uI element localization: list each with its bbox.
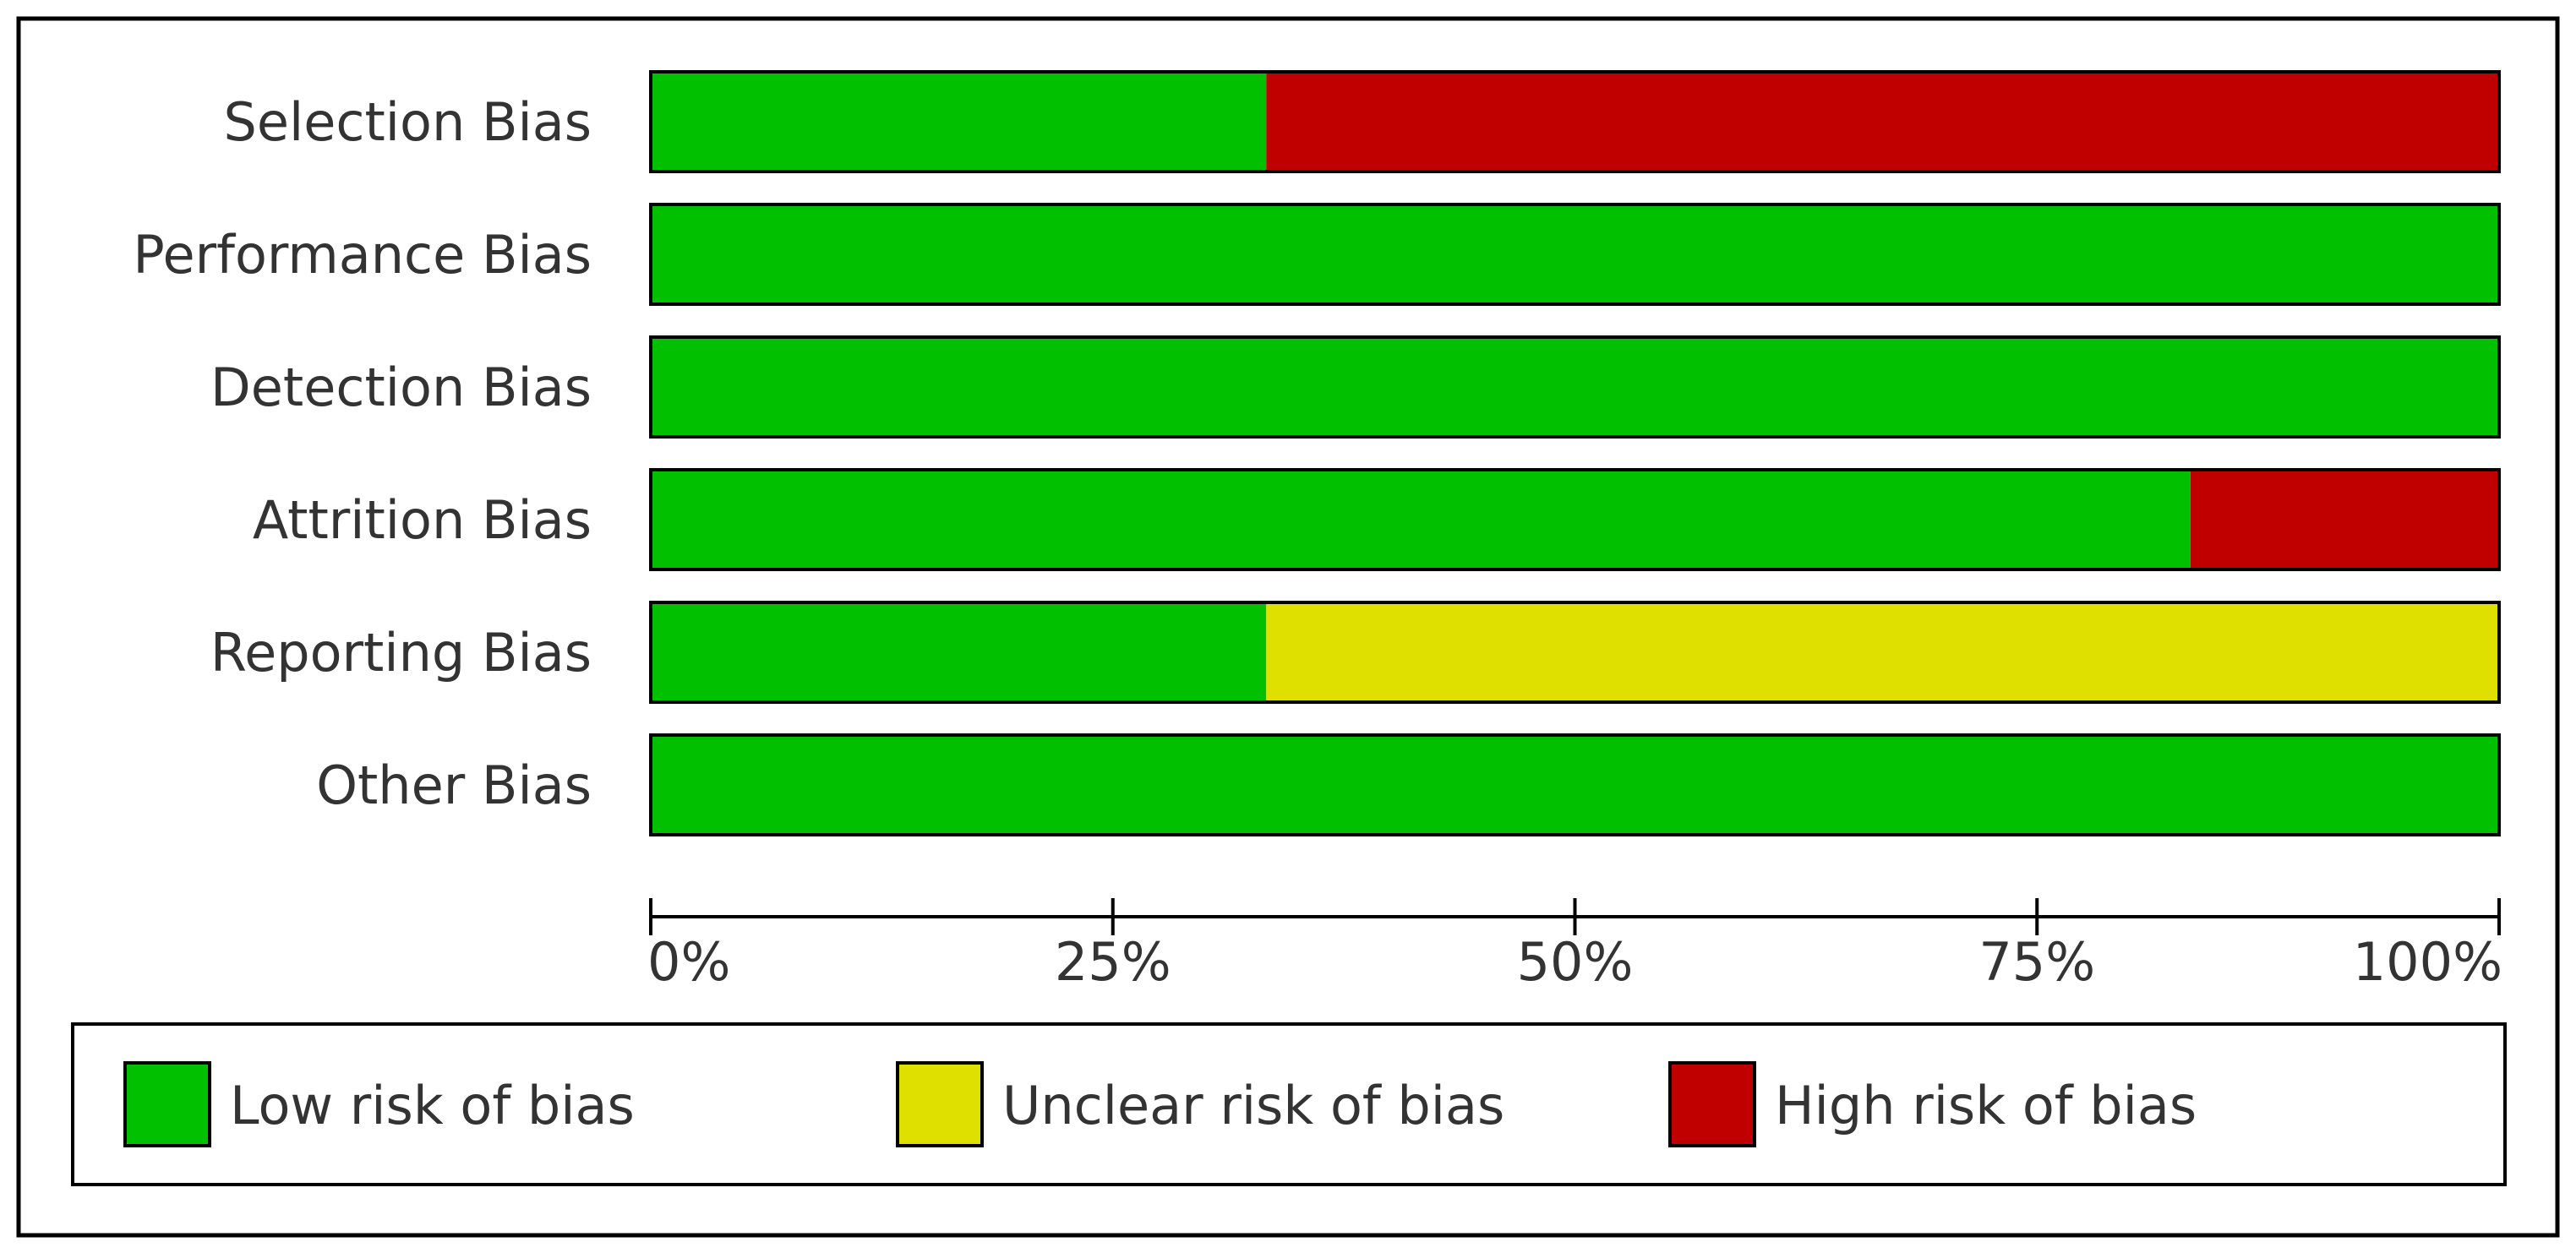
bar-segment — [651, 337, 2499, 437]
category-label: Selection Bias — [224, 91, 592, 153]
legend: Low risk of bias Unclear risk of bias High… — [71, 1022, 2507, 1186]
category-labels: Selection Bias Performance Bias Detection … — [133, 91, 592, 816]
x-tick-label: 0% — [647, 931, 730, 993]
x-axis: 0% 25% 50% 75% 100% — [647, 898, 2502, 993]
bar-segment — [651, 470, 2191, 569]
stacked-bars — [649, 70, 2501, 836]
category-label: Performance Bias — [133, 224, 592, 286]
bar-outline — [649, 203, 2501, 306]
legend-label: High risk of bias — [1775, 1075, 2197, 1136]
bar-segment — [651, 735, 2499, 835]
legend-label: Low risk of bias — [230, 1075, 635, 1136]
category-label: Other Bias — [316, 755, 592, 816]
bar-outline — [649, 733, 2501, 836]
category-label: Attrition Bias — [253, 489, 592, 551]
bar-segment — [1266, 602, 2499, 702]
legend-box — [71, 1022, 2507, 1186]
category-label: Reporting Bias — [210, 622, 592, 684]
bar-segment — [1266, 72, 2499, 172]
bar-segment — [2190, 470, 2499, 569]
x-tick-label: 75% — [1978, 931, 2095, 993]
bar-outline — [649, 335, 2501, 439]
legend-swatch — [123, 1061, 211, 1147]
bar-outline — [649, 468, 2501, 571]
bar-segment — [651, 72, 1267, 172]
x-tick-label: 100% — [2353, 931, 2502, 993]
bar-segment — [651, 602, 1267, 702]
x-tick-label: 50% — [1517, 931, 1634, 993]
bar-outline — [649, 70, 2501, 173]
legend-label: Unclear risk of bias — [1002, 1075, 1504, 1136]
x-tick-label: 25% — [1055, 931, 1171, 993]
category-label: Detection Bias — [210, 357, 592, 418]
legend-swatch — [896, 1061, 984, 1147]
legend-swatch — [1668, 1061, 1756, 1147]
bar-segment — [651, 204, 2499, 304]
bar-outline — [649, 601, 2501, 704]
